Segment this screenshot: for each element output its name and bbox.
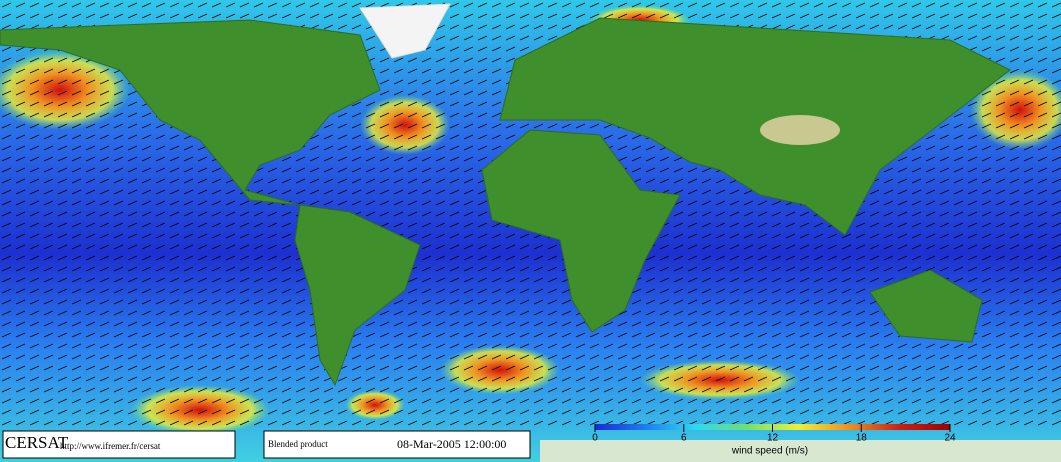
logo: CERSAT [5, 433, 69, 452]
footer: CERSAT http://www.ifremer.fr/cersat Blen… [2, 430, 531, 459]
colorbar-tick-label: 6 [681, 433, 687, 444]
product-box [263, 430, 531, 459]
colorbar-label: wind speed (m/s) [731, 446, 808, 457]
colorbar-tick-label: 18 [856, 433, 868, 444]
colorbar-tick-label: 24 [944, 433, 956, 444]
colorbar: wind speed (m/s) 0 6 12 18 24 [592, 424, 956, 457]
colorbar-tick-label: 12 [767, 433, 779, 444]
logo-box [2, 430, 236, 459]
product: Blended product [268, 439, 328, 449]
date: 08-Mar-2005 12:00:00 [397, 437, 506, 451]
land [0, 3, 1061, 462]
colorbar-tick-label: 0 [592, 433, 598, 444]
plateau [760, 115, 840, 145]
url: http://www.ifremer.fr/cersat [60, 441, 161, 451]
